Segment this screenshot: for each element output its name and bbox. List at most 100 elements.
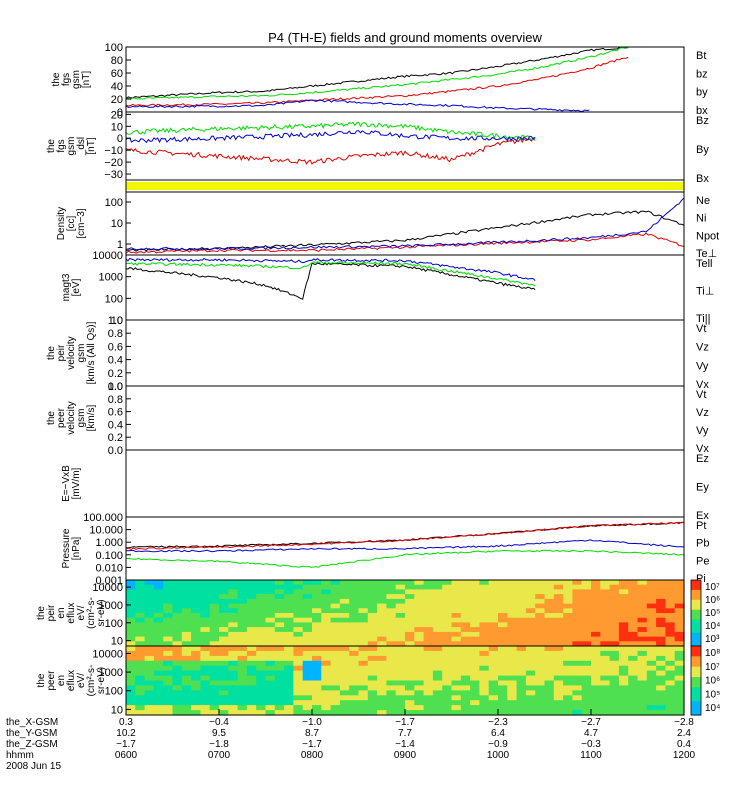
spectrogram-cell <box>237 627 248 633</box>
y-tick-label: 10000 <box>92 648 123 660</box>
spectrogram-cell <box>563 631 573 638</box>
spectrogram-cell <box>163 665 174 672</box>
spectrogram-cell <box>126 608 136 614</box>
x-row-value: 0600 <box>115 750 138 761</box>
spectrogram-cell <box>591 710 601 716</box>
spectrogram-cell <box>618 675 629 682</box>
spectrogram-cell <box>414 700 425 706</box>
spectrogram-cell <box>256 655 267 662</box>
spectrogram-cell <box>330 680 341 686</box>
spectrogram-cell <box>237 584 248 590</box>
spectrogram-cell <box>256 636 267 642</box>
spectrogram-cell <box>572 690 583 696</box>
spectrogram-cell <box>656 603 666 609</box>
legend-item: bx <box>696 105 708 117</box>
spectrogram-cell <box>581 705 592 711</box>
spectrogram-cell <box>302 665 313 672</box>
spectrogram-cell <box>163 631 174 638</box>
spectrogram-cell <box>488 690 499 696</box>
y-tick-label: 0.8 <box>108 394 123 406</box>
panel-frame <box>125 319 685 387</box>
spectrogram-cell <box>600 598 611 605</box>
spectrogram-cell <box>535 680 546 686</box>
colorbar-label: 10⁴ <box>705 621 720 632</box>
spectrogram-cell <box>274 598 285 605</box>
spectrogram-cell <box>126 685 136 691</box>
spectrogram-cell <box>553 710 564 716</box>
spectrogram-cell <box>488 636 499 642</box>
spectrogram-cell <box>172 598 183 605</box>
spectrogram-cell <box>377 690 387 696</box>
spectrogram-cell <box>609 580 620 586</box>
spectrogram-cell <box>507 675 518 682</box>
spectrogram-cell <box>414 670 425 677</box>
spectrogram-cell <box>135 646 146 652</box>
spectrogram-cell <box>135 641 146 647</box>
x-row-label: the_Z-GSM <box>6 739 58 750</box>
spectrogram-cell <box>544 710 555 716</box>
x-row-value: −1.7 <box>116 739 136 750</box>
x-row-value: 0.3 <box>119 717 133 728</box>
spectrogram-cell <box>246 646 257 652</box>
spectrogram-cell <box>135 660 146 667</box>
spectrogram-cell <box>386 580 397 586</box>
spectrogram-cell <box>525 655 536 662</box>
spectrogram-cell <box>432 700 443 706</box>
spectrogram-cell <box>498 636 508 642</box>
colorbar-frame <box>690 645 702 716</box>
spectrogram-cell <box>423 608 434 614</box>
spectrogram-cell <box>414 655 425 662</box>
spectrogram-cell <box>293 660 304 667</box>
spectrogram-cell <box>488 617 499 623</box>
spectrogram-cell <box>498 641 508 647</box>
spectrogram-cell <box>563 617 573 623</box>
spectrogram-cell <box>293 617 304 623</box>
spectrogram-cell <box>535 690 546 696</box>
spectrogram-cell <box>330 695 341 701</box>
spectrogram-cell <box>405 636 415 642</box>
spectrogram-cell <box>163 660 174 667</box>
spectrogram-cell <box>191 598 201 605</box>
legend-item: Ey <box>696 482 709 494</box>
spectrogram-cell <box>628 670 639 677</box>
spectrogram-cell <box>637 690 648 696</box>
spectrogram-cell <box>600 613 611 619</box>
spectrogram-cell <box>153 589 164 595</box>
spectrogram-cell <box>163 650 174 657</box>
spectrogram-cell <box>293 646 304 652</box>
spectrogram-cell <box>470 690 480 696</box>
y-label-line: fgs <box>61 73 72 86</box>
spectrogram-cell <box>581 613 592 619</box>
spectrogram-cell <box>330 660 341 667</box>
spectrogram-cell <box>656 690 666 696</box>
spectrogram-cell <box>600 594 611 600</box>
spectrogram-cell <box>414 675 425 682</box>
spectrogram-cell <box>516 675 527 682</box>
spectrogram-cell <box>219 631 229 638</box>
spectrogram-cell <box>330 650 341 657</box>
spectrogram-cell <box>442 589 453 595</box>
spectrogram-cell <box>395 589 406 595</box>
spectrogram-cell <box>656 705 666 711</box>
x-row-value: 4.7 <box>584 728 598 739</box>
spectrogram-cell <box>479 589 490 595</box>
spectrogram-cell <box>628 665 639 672</box>
spectrogram-cell <box>321 608 332 614</box>
spectrogram-cell <box>544 660 555 667</box>
spectrogram-cell <box>367 705 378 711</box>
spectrogram-cell <box>293 622 304 628</box>
spectrogram-cell <box>665 603 676 609</box>
spectrogram-cell <box>609 598 620 605</box>
spectrogram-cell <box>451 594 462 600</box>
spectrogram-cell <box>228 650 239 657</box>
spectrogram-cell <box>442 685 453 691</box>
y-tick-label: 0.100 <box>95 550 123 562</box>
spectrogram-cell <box>293 665 304 672</box>
spectrogram-cell <box>135 650 146 657</box>
spectrogram-cell <box>498 705 508 711</box>
spectrogram-cell <box>405 675 415 682</box>
spectrogram-cell <box>581 700 592 706</box>
spectrogram-cell <box>163 617 174 623</box>
spectrogram-cell <box>405 650 415 657</box>
spectrogram-cell <box>563 685 573 691</box>
